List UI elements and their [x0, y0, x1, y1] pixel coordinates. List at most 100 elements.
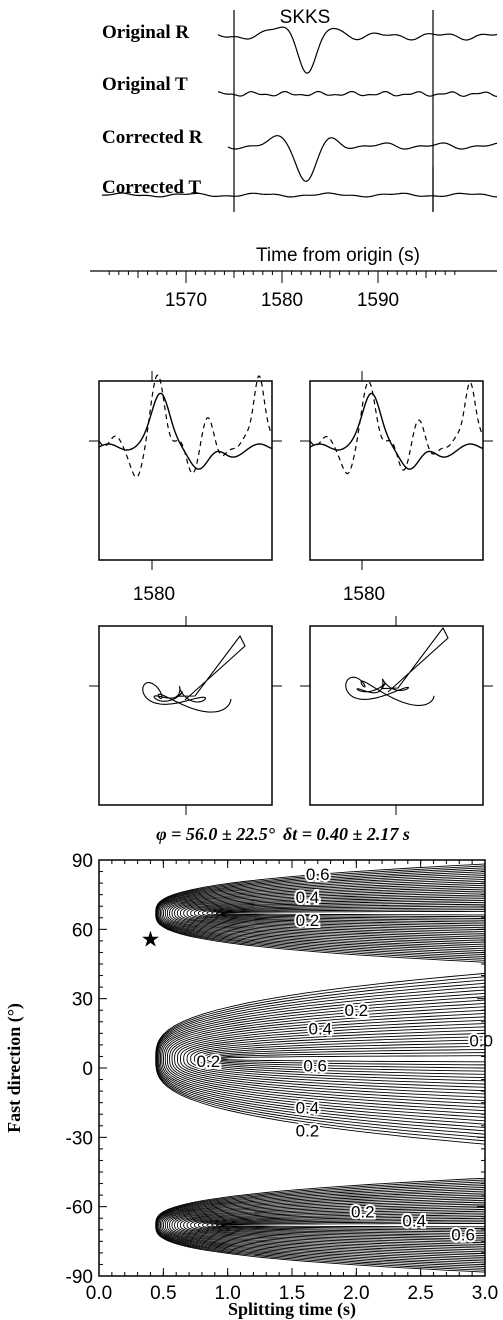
chart-title-phi: φ = 56.0 ± 22.5°: [156, 824, 276, 844]
contour-line: [155, 863, 485, 963]
particle-motion-original: [142, 634, 246, 713]
contour-line: [169, 1009, 485, 1108]
contour-line: [159, 1188, 485, 1262]
contour-line: [161, 877, 485, 950]
best-fit-star: ★: [141, 927, 161, 952]
contour-line: [164, 880, 485, 946]
waveform-fast-component: [98, 392, 273, 470]
contour-line: [186, 896, 485, 931]
contour-line: [171, 1013, 485, 1105]
particle-motion-panel-right: [300, 616, 493, 815]
contour-line: [156, 982, 485, 1135]
contour-line: [166, 1196, 485, 1255]
trace-corrected-r: [227, 135, 498, 182]
contour-line: [174, 1201, 485, 1249]
trace-label-corrected-r: Corrected R: [102, 127, 203, 148]
trace-label-original-r: Original R: [102, 22, 189, 43]
contour-line: [193, 1036, 485, 1082]
contour-label: 0.6: [451, 1225, 475, 1244]
contour-line: [202, 1216, 485, 1235]
contour-line: [190, 898, 485, 929]
contour-line: [206, 905, 485, 921]
waveform-panel-right: [300, 371, 493, 570]
contour-line: [197, 1214, 485, 1236]
contour-line: [211, 1219, 485, 1231]
contour-line: [206, 1217, 485, 1233]
time-axis-label: Time from origin (s): [256, 245, 420, 266]
x-axis-label: Splitting time (s): [228, 1299, 356, 1320]
contour-label: 0.6: [306, 865, 330, 884]
contour-line: [215, 909, 485, 918]
x-tick-label: 2.5: [407, 1283, 433, 1304]
contour-line: [157, 1185, 485, 1266]
contour-line: [190, 1210, 485, 1240]
particle-motion-frame-left: [98, 625, 273, 806]
contour-line: [220, 1055, 485, 1063]
particle-motion-frame-right: [309, 625, 484, 806]
contour-chart: φ = 56.0 ± 22.5° δt = 0.40 ± 2.17 s 0.6 0…: [4, 824, 499, 1320]
contour-label: 0.2: [197, 1052, 221, 1071]
contour-line: [193, 1212, 485, 1238]
x-tick-label: 3.0: [472, 1283, 498, 1304]
time-tick-label-1570: 1570: [165, 290, 207, 311]
trace-original-r: [217, 26, 498, 74]
contour-line: [220, 1223, 485, 1228]
trace-corrected-t: [102, 192, 497, 198]
contour-line: [157, 986, 485, 1132]
contour-line: [159, 875, 485, 952]
waveform-frame-left: [98, 380, 273, 561]
contour-line: [166, 1006, 485, 1112]
contour-line: [157, 871, 485, 956]
contour-label: 0.2: [345, 1001, 369, 1020]
x-tick-label: 2.0: [343, 1283, 369, 1304]
contour-line: [177, 890, 485, 936]
contour-line: [158, 873, 485, 954]
contour-line: [166, 882, 485, 944]
contour-line: [186, 1029, 485, 1088]
waveform-tick-label-right: 1580: [343, 584, 385, 605]
contour-line: [155, 972, 485, 1145]
contour-line: [159, 992, 485, 1125]
y-tick-label: -30: [66, 1128, 93, 1149]
contour-line: [163, 999, 485, 1118]
time-tick-label-1590: 1590: [357, 290, 399, 311]
contour-line: [183, 894, 485, 932]
contour-line: [174, 1016, 485, 1102]
contour-line: [163, 878, 485, 948]
waveform-fast-component-corrected: [309, 392, 484, 470]
contour-line: [220, 910, 485, 916]
contour-line: [202, 903, 485, 923]
contour-line: [183, 1207, 485, 1244]
axis-tick-layer: [98, 859, 486, 1277]
contour-line: [197, 901, 485, 925]
contour-label: 0.6: [303, 1057, 327, 1076]
contour-line: [211, 1049, 485, 1069]
contour-label: 0.2: [296, 911, 320, 930]
contour-line: [169, 884, 485, 942]
contour-line: [186, 1208, 485, 1242]
waveform-slow-component-corrected: [309, 381, 484, 475]
contour-line: [211, 907, 485, 919]
x-tick-label: 0.5: [150, 1283, 176, 1304]
contour-line: [156, 1183, 485, 1268]
contour-line: [171, 886, 485, 940]
contour-line: [163, 1192, 485, 1258]
y-tick-label: 60: [72, 920, 93, 941]
contour-line: [180, 1023, 485, 1095]
contour-line: [164, 1003, 485, 1115]
x-tick-label: 1.0: [214, 1283, 240, 1304]
contour-line: [156, 1181, 485, 1269]
contour-label: 0.4: [402, 1212, 426, 1231]
axis-tick-label-layer: 0.0 0.5 1.0 1.5 2.0 2.5 3.0 90 60 30 0 -30 -60 -90: [66, 851, 499, 1304]
contour-line: [161, 1190, 485, 1260]
contour-line: [169, 1197, 485, 1253]
chart-title-dt: δt = 0.40 ± 2.17 s: [283, 824, 410, 844]
contour-lines: [155, 863, 485, 1273]
trace-panel: SKKS Original R Original T Corrected R C…: [102, 7, 498, 212]
contour-line: [156, 867, 485, 959]
contour-line: [202, 1042, 485, 1075]
contour-line: [206, 1045, 485, 1072]
y-tick-label: 0: [82, 1059, 93, 1080]
contour-line: [193, 900, 485, 927]
contour-line: [180, 1205, 485, 1245]
